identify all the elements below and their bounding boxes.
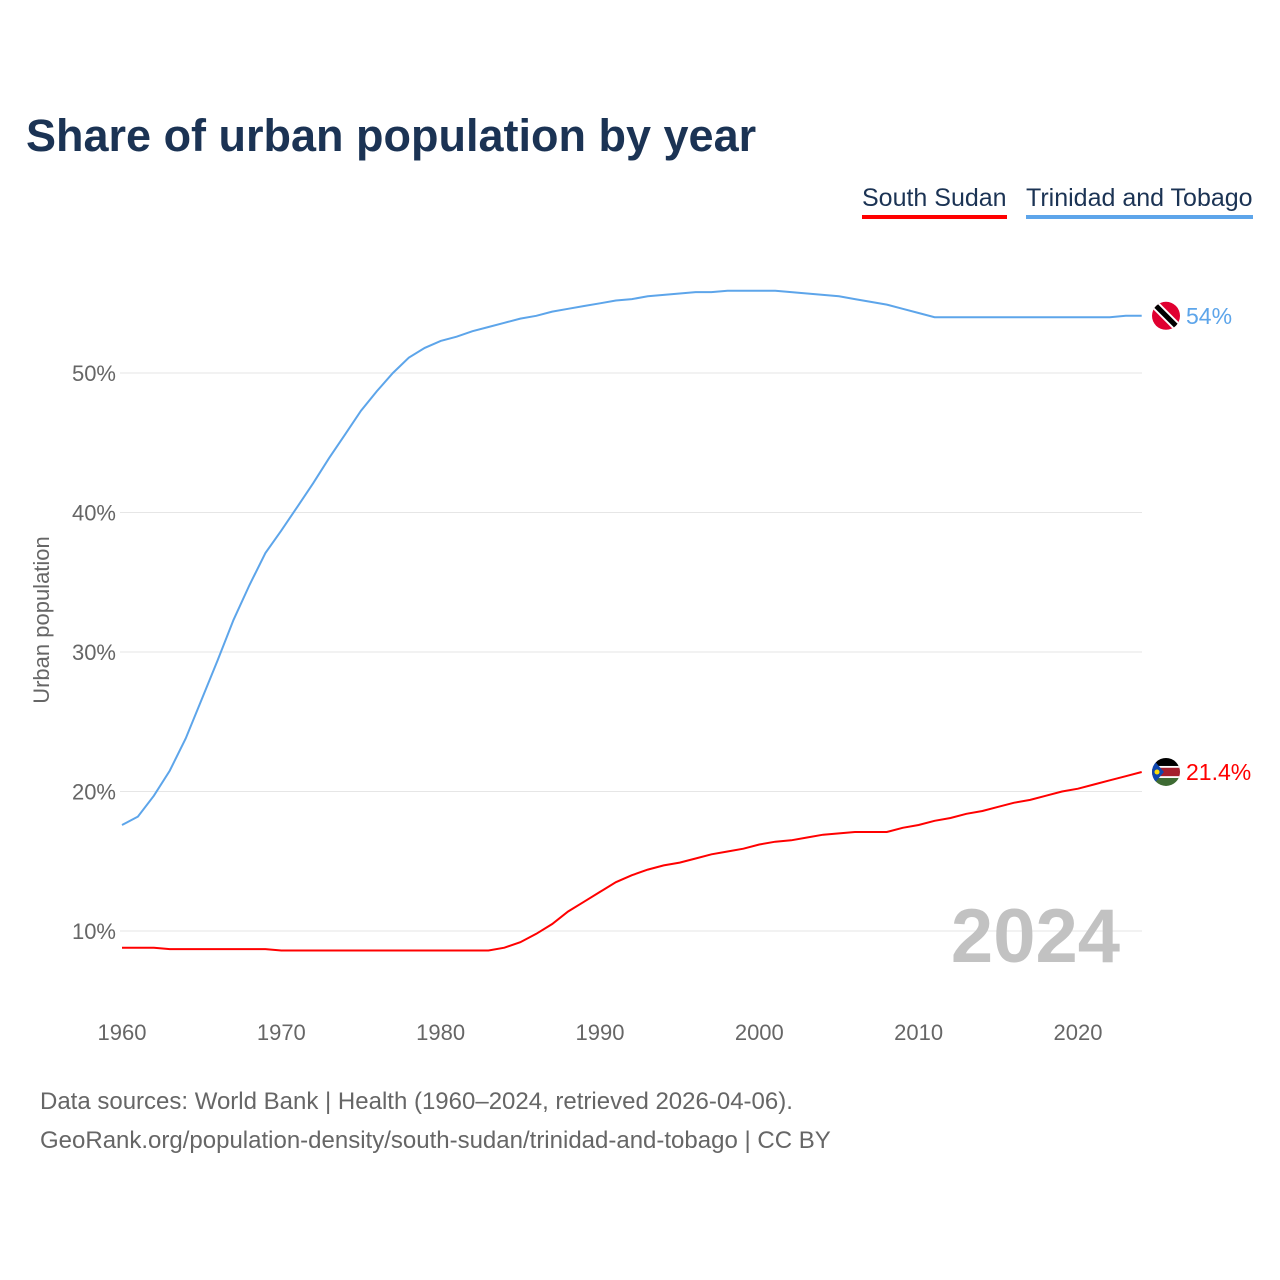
y-tick-label: 50% (72, 361, 116, 386)
y-tick-label: 10% (72, 919, 116, 944)
series-line-trinidad-and-tobago (121, 289, 1142, 826)
end-value-label: 21.4% (1186, 759, 1251, 785)
end-value-label: 54% (1186, 303, 1232, 329)
x-tick-label: 1970 (257, 1020, 306, 1045)
x-tick-label: 1990 (576, 1020, 625, 1045)
year-watermark: 2024 (951, 894, 1120, 979)
x-tick-label: 1980 (416, 1020, 465, 1045)
legend-trinidad-and-tobago[interactable]: Trinidad and Tobago (1026, 184, 1253, 219)
chart-title: Share of urban population by year (26, 110, 757, 161)
y-tick-label: 40% (72, 501, 116, 526)
y-tick-label: 30% (72, 640, 116, 665)
x-tick-label: 2020 (1054, 1020, 1103, 1045)
trinidad-and-tobago-flag-icon (1152, 301, 1180, 330)
series-line-south-sudan (122, 771, 1142, 952)
south-sudan-flag-icon (1152, 757, 1180, 786)
x-tick-label: 2000 (735, 1020, 784, 1045)
footer-sources: Data sources: World Bank | Health (1960–… (40, 1088, 793, 1115)
footer-link[interactable]: GeoRank.org/population-density/south-sud… (40, 1127, 831, 1154)
x-tick-label: 2010 (894, 1020, 943, 1045)
legend-south-sudan[interactable]: South Sudan (862, 184, 1007, 219)
x-tick-label: 1960 (98, 1020, 147, 1045)
y-tick-label: 20% (72, 780, 116, 805)
